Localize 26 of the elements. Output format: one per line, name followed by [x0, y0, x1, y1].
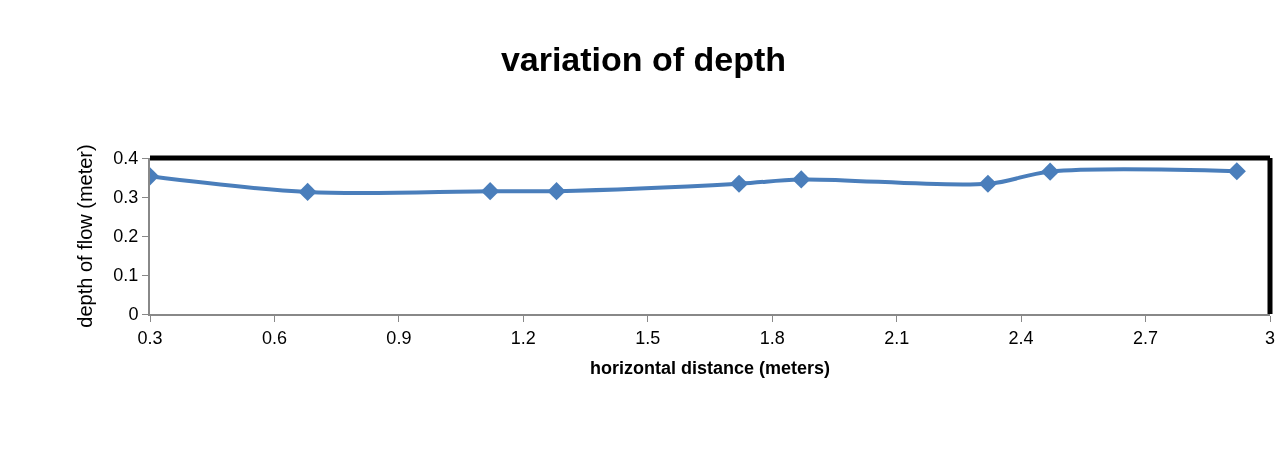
point [481, 182, 500, 201]
y-tick-label: 0 [128, 304, 139, 325]
y-tick-label: 0.2 [113, 226, 139, 247]
x-tick-label: 2.7 [1133, 327, 1159, 348]
x-tick-label: 1.8 [759, 327, 785, 348]
x-tick-label: 2.4 [1008, 327, 1034, 348]
chart-title: variation of depth [500, 39, 787, 78]
y-tick-label: 0.1 [113, 265, 139, 286]
point [729, 174, 749, 193]
x-axis-title: horizontal distance (meters) [589, 358, 831, 379]
x-tick-label: 1.5 [635, 327, 661, 348]
x-tick-label: 0.6 [261, 327, 287, 348]
x-tick-label: 0.9 [386, 327, 412, 348]
point [792, 170, 811, 189]
x-tick-label: 3 [1264, 327, 1276, 348]
y-axis-title: depth of flow (meter) [74, 144, 97, 328]
point [978, 174, 998, 193]
y-tick-label: 0.3 [113, 187, 139, 208]
y-tick-label: 0.4 [113, 148, 139, 169]
x-tick-label: 0.3 [137, 327, 163, 348]
point [298, 182, 317, 202]
x-tick-label: 2.1 [884, 327, 910, 348]
point [1041, 162, 1060, 181]
point [547, 182, 566, 201]
point [1227, 162, 1246, 181]
x-tick-label: 1.2 [510, 327, 536, 348]
